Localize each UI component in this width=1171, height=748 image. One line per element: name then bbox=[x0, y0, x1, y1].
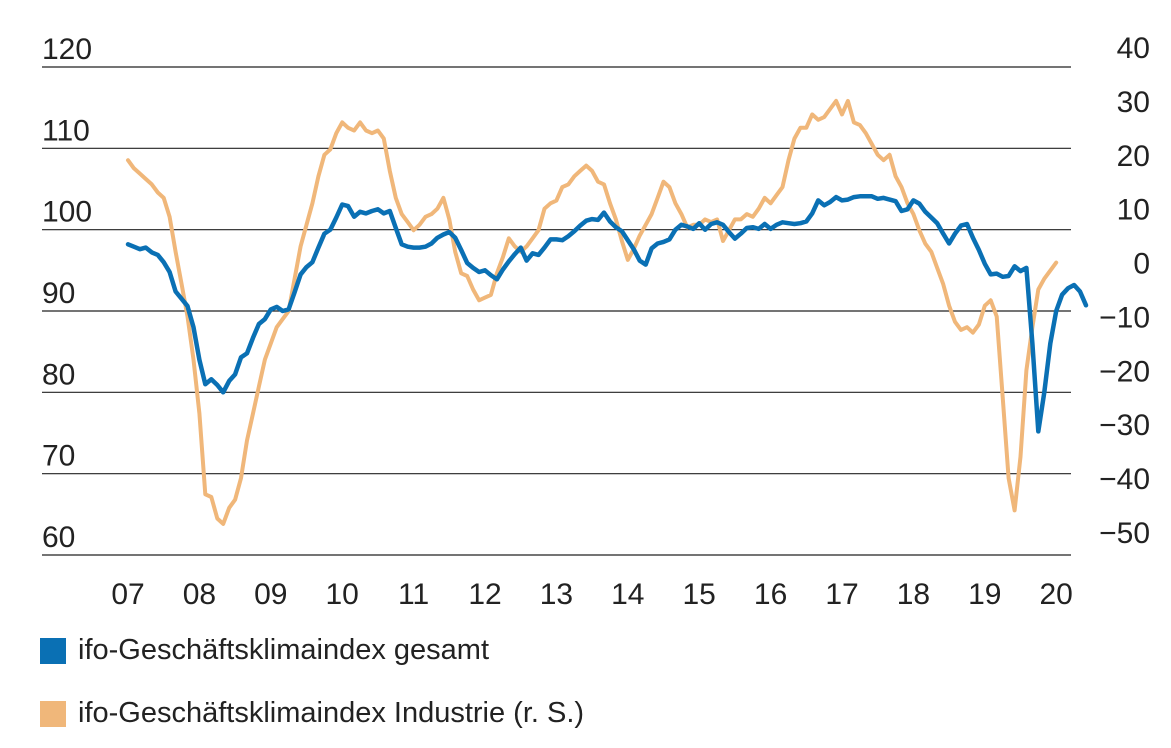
y-right-tick-label: −10 bbox=[1099, 301, 1150, 334]
legend-label-gesamt: ifo-Geschäftsklimaindex gesamt bbox=[78, 634, 489, 666]
series-line-gesamt bbox=[125, 194, 1089, 434]
y-left-tick-label: 90 bbox=[42, 277, 75, 310]
grid-layer bbox=[42, 66, 1071, 556]
y-right-tick-label: −50 bbox=[1099, 517, 1150, 550]
x-tick-label: 18 bbox=[897, 578, 930, 611]
x-tick-label: 08 bbox=[183, 578, 216, 611]
y-left-tick-label: 110 bbox=[42, 114, 90, 147]
x-tick-label: 20 bbox=[1040, 578, 1073, 611]
y-right-tick-label: 0 bbox=[1133, 248, 1150, 281]
y-right-tick-label: −20 bbox=[1099, 355, 1150, 388]
y-right-tick-label: −40 bbox=[1099, 463, 1150, 496]
y-left-tick-labels: 120 110 100 90 80 70 60 bbox=[42, 33, 92, 554]
y-right-tick-label: −30 bbox=[1099, 409, 1150, 442]
x-tick-label: 07 bbox=[111, 578, 144, 611]
y-left-tick-label: 80 bbox=[42, 358, 75, 391]
x-tick-label: 17 bbox=[825, 578, 858, 611]
legend-item-gesamt: ifo-Geschäftsklimaindex gesamt bbox=[40, 634, 489, 667]
x-tick-label: 19 bbox=[968, 578, 1001, 611]
x-tick-label: 11 bbox=[398, 578, 429, 611]
y-right-tick-label: 40 bbox=[1117, 32, 1150, 65]
y-right-tick-label: 10 bbox=[1117, 194, 1150, 227]
x-tick-label: 12 bbox=[468, 578, 501, 611]
x-tick-label: 14 bbox=[611, 578, 644, 611]
legend-swatch-industrie bbox=[40, 700, 66, 727]
x-tick-label: 09 bbox=[254, 578, 287, 611]
legend-item-industrie: ifo-Geschäftsklimaindex Industrie (r. S.… bbox=[40, 697, 584, 730]
series-line-industrie bbox=[126, 98, 1059, 526]
y-left-tick-label: 70 bbox=[42, 440, 75, 473]
y-left-tick-label: 120 bbox=[42, 33, 92, 66]
x-tick-labels: 07 08 09 10 11 12 13 14 15 16 17 18 19 20 bbox=[111, 578, 1073, 611]
y-right-tick-label: 20 bbox=[1117, 140, 1150, 173]
legend-label-industrie: ifo-Geschäftsklimaindex Industrie (r. S.… bbox=[78, 697, 585, 729]
y-right-tick-labels: 40 30 20 10 0 −10 −20 −30 −40 −50 bbox=[1099, 32, 1150, 550]
x-tick-label: 13 bbox=[540, 578, 573, 611]
series-layer bbox=[125, 98, 1089, 526]
y-right-tick-label: 30 bbox=[1117, 86, 1150, 119]
x-tick-label: 10 bbox=[326, 578, 359, 611]
y-left-tick-label: 100 bbox=[42, 196, 92, 229]
legend-swatch-gesamt bbox=[40, 637, 66, 664]
x-tick-label: 16 bbox=[754, 578, 787, 611]
y-left-tick-label: 60 bbox=[42, 521, 75, 554]
x-tick-label: 15 bbox=[683, 578, 716, 611]
